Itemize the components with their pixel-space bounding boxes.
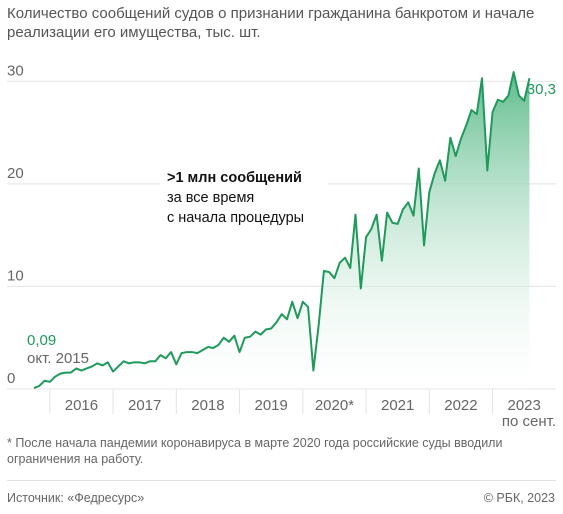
annotation-line-2: с начала процедуры <box>167 210 304 226</box>
series-line <box>33 71 531 390</box>
y-axis-ticks: 0 10 20 30 <box>7 62 24 387</box>
end-date-label: по сент. <box>502 413 556 430</box>
footer-divider <box>7 480 556 481</box>
annotation-bold: >1 млн сообщений <box>167 170 302 186</box>
chart-title: Количество сообщений судов о признании г… <box>7 5 535 41</box>
area-fill <box>34 72 530 390</box>
x-tick-label: 2018 <box>191 397 224 414</box>
data-line <box>33 71 531 390</box>
x-tick-label: 2017 <box>128 397 161 414</box>
x-tick-label: 2016 <box>65 397 98 414</box>
y-tick-label: 30 <box>7 62 24 79</box>
source-text: Источник: «Федресурс» <box>7 491 145 505</box>
footnote: * После начала пандемии коронавируса в м… <box>7 436 503 466</box>
end-value-label: 30,3 <box>527 81 556 98</box>
y-tick-label: 10 <box>7 267 24 284</box>
x-tick-label: 2022 <box>444 397 477 414</box>
area-chart: 0 10 20 30 2016 2017 2018 2019 2020* 2021 2022 202… <box>7 62 556 430</box>
start-date-label: окт. 2015 <box>27 350 89 367</box>
x-tick-label: 2021 <box>381 397 414 414</box>
copyright-text: © РБК, 2023 <box>483 491 555 505</box>
annotation-line-1: за все время <box>167 190 254 206</box>
start-value-label: 0,09 <box>27 332 56 349</box>
x-axis-ticks: 2016 2017 2018 2019 2020* 2021 2022 2023 <box>65 397 541 414</box>
y-tick-label: 20 <box>7 165 24 182</box>
x-tick-label: 2019 <box>255 397 288 414</box>
series-area <box>34 72 530 390</box>
x-tick-label: 2023 <box>508 397 541 414</box>
x-tick-label: 2020* <box>315 397 354 414</box>
y-tick-label: 0 <box>7 370 15 387</box>
annotation-box: >1 млн сообщений за все время с начала п… <box>160 165 328 229</box>
